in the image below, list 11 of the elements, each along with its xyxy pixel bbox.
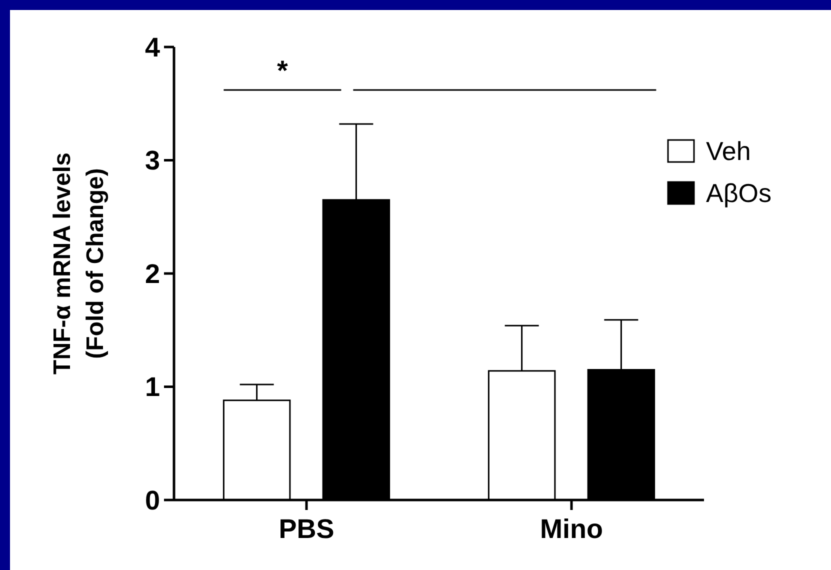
legend-label: AβOs — [706, 178, 772, 208]
y-tick-label: 1 — [144, 372, 160, 402]
y-tick-label: 3 — [144, 146, 160, 176]
y-tick-label: 4 — [144, 32, 160, 62]
annotation: * — [276, 55, 288, 86]
y-axis-title: TNF-α mRNA levels (Fold of Change) — [49, 152, 109, 374]
y-tick-label: 0 — [144, 485, 160, 516]
legend-label: Veh — [706, 136, 751, 166]
x-tick-label: Mino — [540, 514, 603, 544]
y-tick-label: 2 — [144, 258, 160, 289]
x-tick-label: PBS — [278, 514, 334, 544]
